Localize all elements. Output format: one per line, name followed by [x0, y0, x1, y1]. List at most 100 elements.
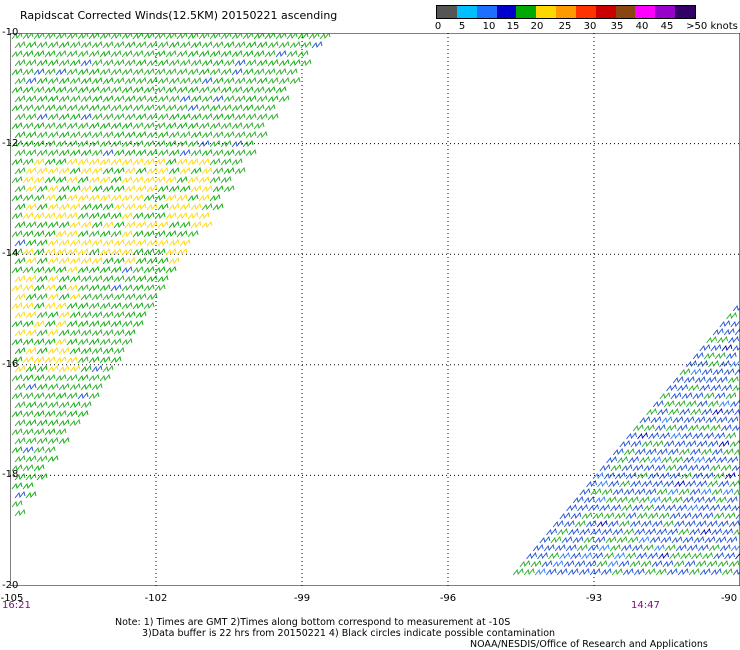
- legend-swatch: [595, 6, 616, 18]
- wind-barb: [102, 329, 114, 337]
- wind-barb: [99, 302, 111, 310]
- wind-barb: [22, 248, 34, 256]
- wind-barb: [143, 266, 155, 274]
- wind-barb: [113, 77, 125, 85]
- wind-barb: [113, 59, 125, 67]
- wind-barb: [88, 104, 100, 112]
- wind-barb: [14, 203, 26, 211]
- wind-barb: [11, 410, 23, 418]
- wind-barb: [278, 59, 290, 67]
- wind-barb: [36, 221, 48, 229]
- wind-barb: [223, 95, 235, 103]
- wind-barb: [245, 131, 257, 139]
- wind-barb: [187, 33, 199, 40]
- wind-barb: [631, 544, 643, 552]
- wind-barb: [201, 185, 213, 193]
- wind-barb: [14, 437, 26, 445]
- wind-barb: [33, 104, 45, 112]
- wind-barb: [641, 440, 653, 448]
- wind-barb: [69, 257, 81, 265]
- wind-barb: [731, 504, 740, 512]
- wind-barb: [700, 528, 711, 536]
- wind-barb: [605, 496, 617, 504]
- wind-barb: [651, 560, 663, 568]
- wind-barb: [552, 560, 564, 568]
- wind-barb: [665, 504, 676, 512]
- wind-barb: [135, 293, 147, 301]
- wind-barb: [636, 472, 648, 480]
- wind-barb: [58, 437, 70, 445]
- wind-barb: [124, 221, 136, 229]
- wind-barb: [556, 568, 568, 576]
- wind-barb: [718, 400, 730, 408]
- wind-barb: [168, 239, 180, 247]
- wind-barb: [146, 77, 158, 85]
- wind-barb: [110, 266, 122, 274]
- wind-barb: [91, 59, 103, 67]
- wind-barb: [135, 311, 147, 319]
- wind-barb: [620, 544, 632, 552]
- wind-barb: [559, 512, 571, 520]
- wind-barb: [22, 374, 34, 382]
- wind-barb: [91, 275, 103, 283]
- wind-barb: [121, 33, 133, 40]
- wind-barb: [722, 528, 733, 536]
- wind-barb: [716, 456, 727, 464]
- wind-barb: [612, 488, 624, 496]
- wind-barb: [77, 356, 89, 364]
- wind-barb: [612, 528, 623, 536]
- wind-barb: [308, 33, 320, 40]
- wind-barb: [319, 33, 331, 40]
- wind-barb: [692, 432, 703, 440]
- wind-barb: [179, 221, 191, 229]
- wind-barb: [726, 536, 738, 544]
- wind-barb: [732, 305, 740, 312]
- wind-barb: [14, 275, 26, 283]
- wind-barb: [113, 41, 125, 49]
- wind-barb: [22, 356, 34, 364]
- wind-barb: [22, 320, 34, 328]
- wind-barb: [231, 50, 243, 58]
- wind-barb: [165, 230, 177, 238]
- wind-barb: [47, 239, 59, 247]
- wind-barb: [47, 221, 59, 229]
- wind-barb: [610, 464, 622, 472]
- wind-barb: [58, 365, 70, 373]
- wind-barb: [729, 440, 740, 448]
- wind-barb: [14, 257, 26, 265]
- wind-barb: [654, 464, 666, 472]
- wind-barb: [231, 68, 243, 76]
- wind-barb: [66, 410, 78, 418]
- wind-barb: [691, 512, 703, 520]
- wind-barb: [223, 113, 235, 121]
- lat-label: -10: [2, 27, 19, 38]
- wind-barb: [714, 432, 725, 440]
- wind-barb: [563, 560, 575, 568]
- wind-barb: [168, 203, 180, 211]
- wind-barb: [714, 392, 726, 400]
- lat-label: -12: [2, 137, 19, 149]
- wind-barb: [55, 248, 67, 256]
- wind-barb: [256, 113, 268, 121]
- wind-barb: [69, 221, 81, 229]
- wind-barb: [632, 424, 644, 432]
- wind-barb: [666, 384, 677, 392]
- wind-barb: [725, 392, 737, 400]
- note-line-1: Note: 1) Times are GMT 2)Times along bot…: [115, 617, 511, 628]
- wind-barb: [168, 257, 180, 265]
- wind-barb: [69, 59, 81, 67]
- wind-barb: [146, 185, 158, 193]
- wind-barb: [33, 33, 45, 40]
- wind-barb: [44, 212, 56, 220]
- wind-barb: [91, 41, 103, 49]
- wind-barb: [113, 203, 125, 211]
- wind-barb: [22, 176, 34, 184]
- wind-barb: [135, 275, 147, 283]
- wind-barb: [176, 230, 188, 238]
- wind-barb: [678, 488, 690, 496]
- wind-barb: [712, 408, 723, 416]
- wind-barb: [618, 520, 630, 528]
- wind-barb: [676, 504, 687, 512]
- wind-barb: [176, 50, 188, 58]
- wind-barb: [11, 284, 23, 292]
